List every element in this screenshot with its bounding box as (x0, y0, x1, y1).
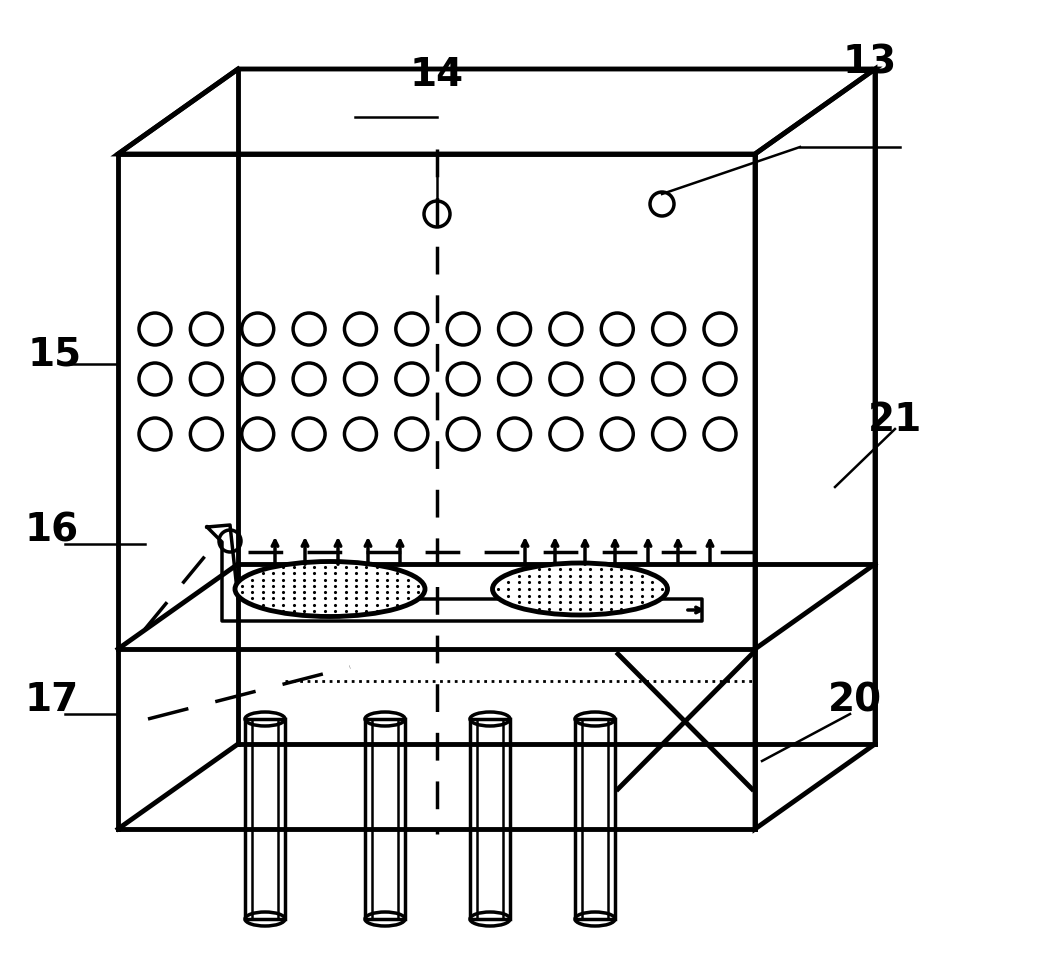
Text: 20: 20 (828, 680, 882, 718)
Text: 17: 17 (25, 680, 79, 718)
Ellipse shape (493, 563, 667, 615)
Text: 21: 21 (868, 401, 922, 438)
Text: 16: 16 (25, 510, 79, 549)
Bar (470, 719, 511, 919)
Bar (575, 719, 615, 919)
Text: 13: 13 (843, 43, 897, 81)
Bar (245, 719, 285, 919)
Text: 15: 15 (28, 335, 82, 374)
Text: 14: 14 (410, 56, 465, 94)
Bar (365, 719, 405, 919)
Ellipse shape (235, 562, 425, 617)
